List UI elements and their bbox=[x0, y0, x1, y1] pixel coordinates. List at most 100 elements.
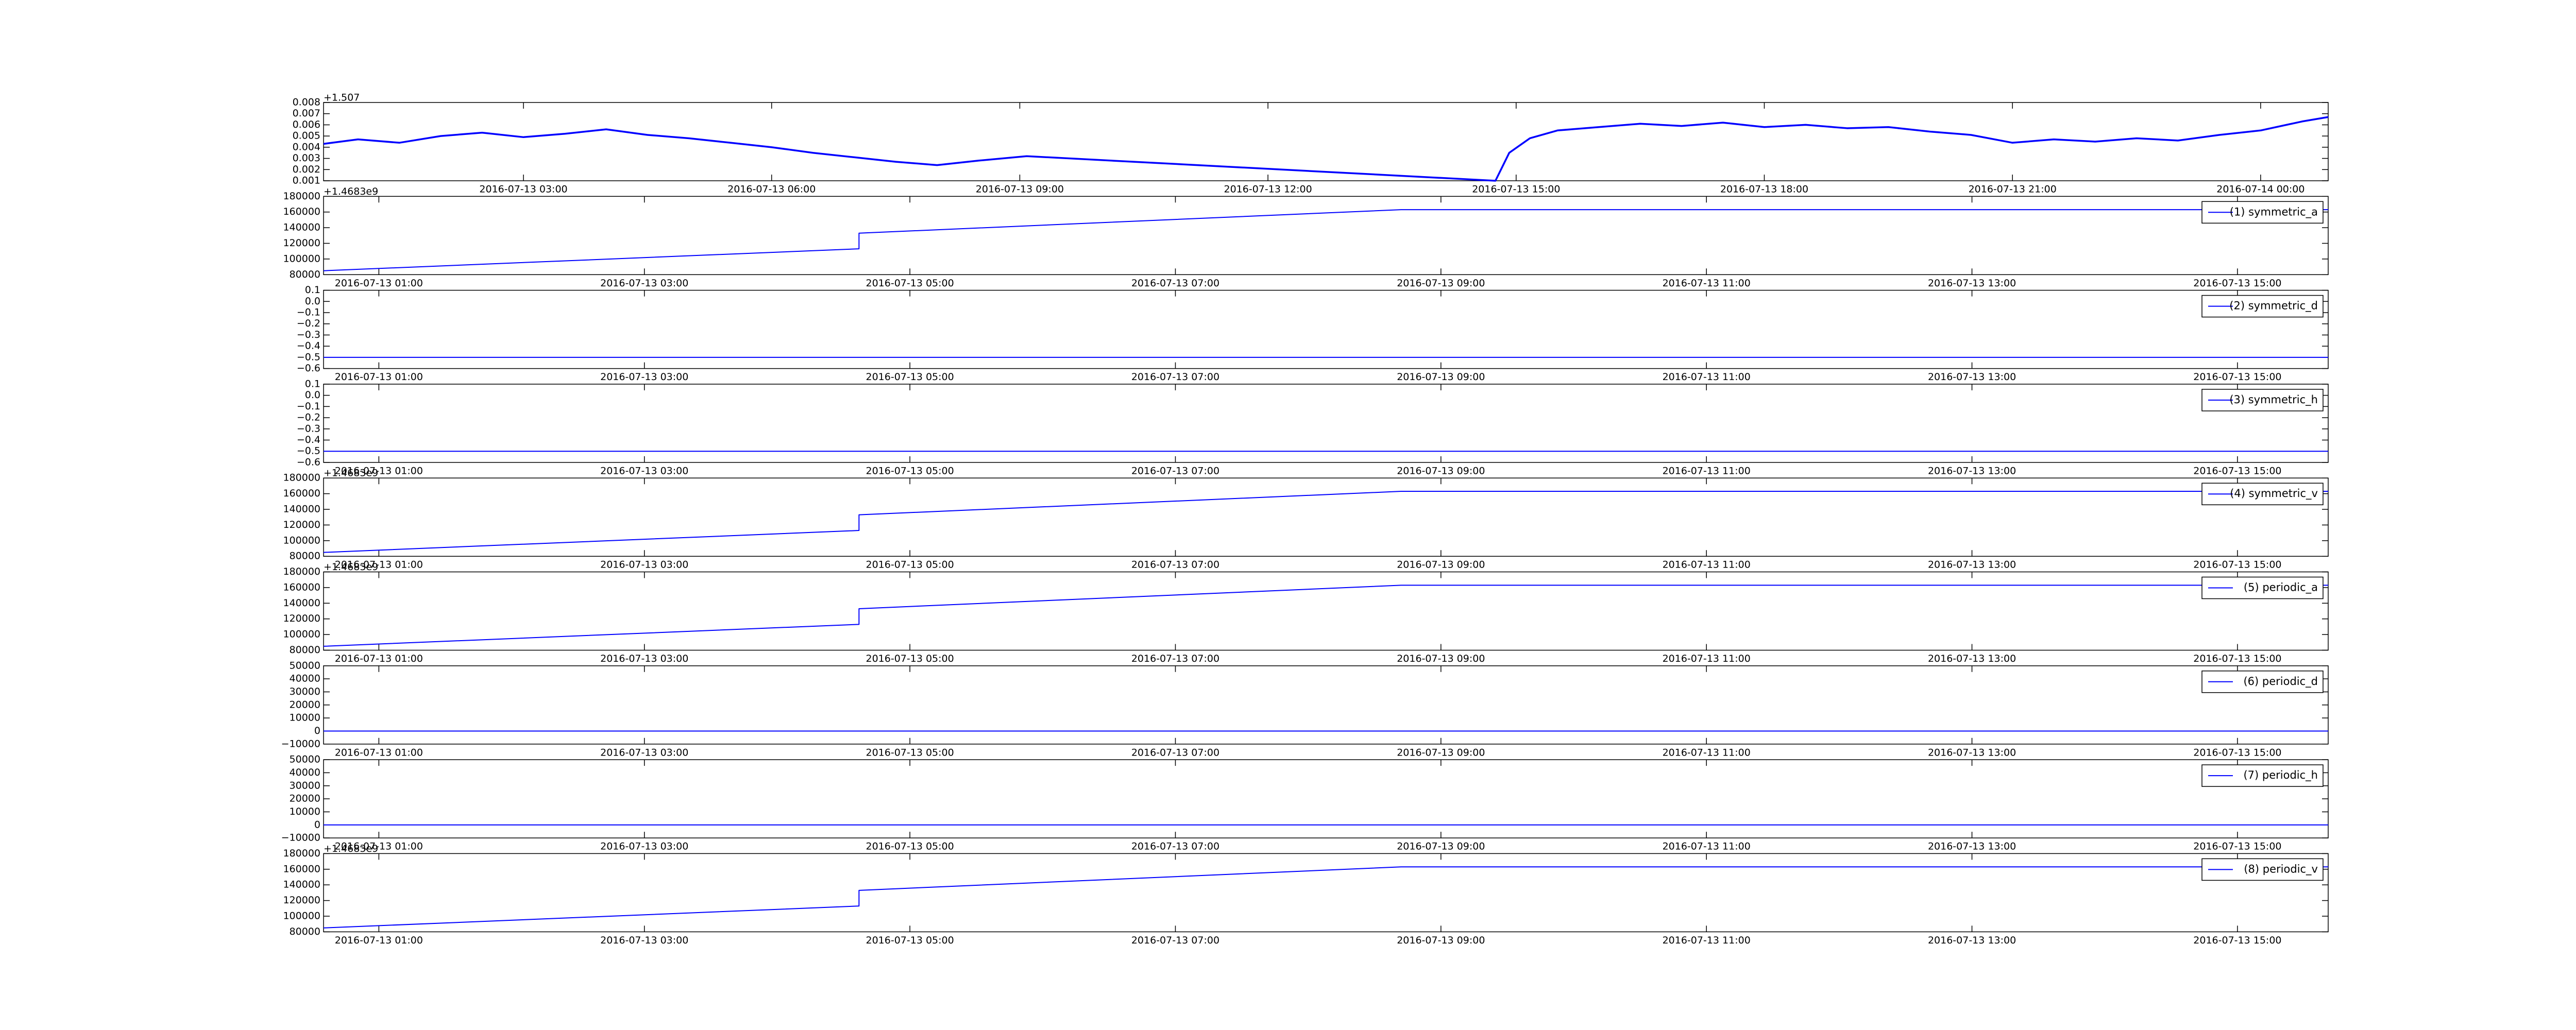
x-tick-label: 2016-07-13 18:00 bbox=[1720, 184, 1808, 195]
y-tick-label: −0.6 bbox=[297, 456, 320, 468]
y-tick-label: 0.0 bbox=[305, 296, 320, 307]
x-tick-label: 2016-07-13 05:00 bbox=[866, 465, 954, 476]
y-tick-label: 140000 bbox=[283, 222, 320, 233]
x-tick-label: 2016-07-13 11:00 bbox=[1663, 559, 1751, 571]
x-tick-label: 2016-07-13 05:00 bbox=[866, 747, 954, 758]
x-tick-label: 2016-07-13 13:00 bbox=[1928, 559, 2016, 571]
y-tick-label: 80000 bbox=[290, 269, 320, 280]
axes-frame bbox=[323, 759, 2329, 838]
x-tick-label: 2016-07-13 09:00 bbox=[976, 184, 1064, 195]
x-tick-label: 2016-07-13 15:00 bbox=[2193, 371, 2281, 383]
x-tick-label: 2016-07-13 03:00 bbox=[600, 278, 688, 289]
y-tick-label: 50000 bbox=[290, 754, 320, 765]
y-tick-label: 180000 bbox=[283, 848, 320, 859]
y-tick-label: 0.006 bbox=[293, 119, 320, 130]
legend-label: (8) periodic_v bbox=[2244, 863, 2318, 876]
x-tick-label: 2016-07-13 01:00 bbox=[335, 935, 423, 946]
axes-frame bbox=[323, 196, 2329, 276]
x-tick-label: 2016-07-13 03:00 bbox=[600, 841, 688, 852]
x-tick-label: 2016-07-13 21:00 bbox=[1969, 184, 2057, 195]
data-line bbox=[323, 116, 2329, 182]
data-line bbox=[323, 491, 2328, 553]
axes-frame bbox=[323, 853, 2329, 933]
y-offset-label: +1.4683e9 bbox=[324, 186, 378, 197]
x-tick-label: 2016-07-13 11:00 bbox=[1663, 465, 1751, 476]
y-tick-label: 0 bbox=[314, 725, 320, 736]
legend-label: (4) symmetric_v bbox=[2230, 487, 2318, 500]
y-tick-label: 20000 bbox=[290, 793, 320, 804]
x-tick-label: 2016-07-13 03:00 bbox=[479, 184, 567, 195]
x-tick-label: 2016-07-14 00:00 bbox=[2216, 184, 2304, 195]
y-tick-label: 0.002 bbox=[293, 164, 320, 175]
y-tick-label: 0.004 bbox=[293, 141, 320, 152]
y-tick-label: 0.007 bbox=[293, 108, 320, 119]
y-tick-label: 100000 bbox=[283, 911, 320, 922]
x-tick-label: 2016-07-13 15:00 bbox=[2193, 935, 2281, 946]
y-tick-label: 50000 bbox=[290, 660, 320, 671]
y-tick-label: 30000 bbox=[290, 780, 320, 791]
y-tick-label: 120000 bbox=[283, 895, 320, 906]
x-tick-label: 2016-07-13 09:00 bbox=[1397, 465, 1485, 476]
x-tick-label: 2016-07-13 05:00 bbox=[866, 841, 954, 852]
y-tick-label: 80000 bbox=[290, 551, 320, 562]
y-tick-label: 30000 bbox=[290, 686, 320, 697]
axes-frame bbox=[323, 477, 2329, 557]
data-line bbox=[323, 866, 2328, 929]
x-tick-label: 2016-07-13 09:00 bbox=[1397, 653, 1485, 664]
x-tick-label: 2016-07-13 13:00 bbox=[1928, 278, 2016, 289]
x-tick-label: 2016-07-13 07:00 bbox=[1131, 465, 1219, 476]
legend-label: (2) symmetric_d bbox=[2229, 300, 2318, 313]
y-tick-label: −0.2 bbox=[297, 318, 320, 329]
y-tick-label: −0.5 bbox=[297, 351, 320, 363]
y-tick-label: −0.5 bbox=[297, 445, 320, 457]
legend-label: (7) periodic_h bbox=[2243, 769, 2318, 782]
x-tick-label: 2016-07-13 03:00 bbox=[600, 465, 688, 476]
y-tick-label: 40000 bbox=[290, 767, 320, 778]
x-tick-label: 2016-07-13 13:00 bbox=[1928, 747, 2016, 758]
x-tick-label: 2016-07-13 07:00 bbox=[1131, 278, 1219, 289]
y-tick-label: 0.1 bbox=[305, 284, 320, 296]
y-tick-label: −0.4 bbox=[297, 434, 320, 445]
axes-frame bbox=[323, 571, 2329, 651]
x-tick-label: 2016-07-13 09:00 bbox=[1397, 278, 1485, 289]
x-tick-label: 2016-07-13 15:00 bbox=[2193, 841, 2281, 852]
y-offset-label: +1.507 bbox=[324, 92, 360, 104]
y-tick-label: −0.3 bbox=[297, 329, 320, 340]
x-tick-label: 2016-07-13 07:00 bbox=[1131, 653, 1219, 664]
y-tick-label: −10000 bbox=[281, 832, 320, 844]
y-tick-label: −0.2 bbox=[297, 412, 320, 423]
y-tick-label: 120000 bbox=[283, 237, 320, 249]
x-tick-label: 2016-07-13 15:00 bbox=[2193, 278, 2281, 289]
y-tick-label: 160000 bbox=[283, 488, 320, 499]
axes-frame bbox=[323, 102, 2329, 181]
y-tick-label: 180000 bbox=[283, 566, 320, 577]
x-tick-label: 2016-07-13 05:00 bbox=[866, 278, 954, 289]
y-offset-label: +1.4683e9 bbox=[324, 561, 378, 573]
y-tick-label: 180000 bbox=[283, 191, 320, 202]
y-tick-label: −0.3 bbox=[297, 423, 320, 434]
y-tick-label: 0.001 bbox=[293, 175, 320, 186]
x-tick-label: 2016-07-13 15:00 bbox=[2193, 559, 2281, 571]
x-tick-label: 2016-07-13 11:00 bbox=[1663, 747, 1751, 758]
legend-label: (6) periodic_d bbox=[2243, 675, 2318, 688]
x-tick-label: 2016-07-13 01:00 bbox=[335, 747, 423, 758]
x-tick-label: 2016-07-13 05:00 bbox=[866, 371, 954, 383]
x-tick-label: 2016-07-13 13:00 bbox=[1928, 371, 2016, 383]
y-tick-label: 180000 bbox=[283, 472, 320, 484]
y-tick-label: 100000 bbox=[283, 629, 320, 640]
data-line bbox=[323, 585, 2328, 647]
x-tick-label: 2016-07-13 01:00 bbox=[335, 841, 423, 852]
x-tick-label: 2016-07-13 05:00 bbox=[866, 935, 954, 946]
axes-frame bbox=[323, 665, 2329, 745]
legend-label: (1) symmetric_a bbox=[2230, 205, 2318, 218]
y-tick-label: 80000 bbox=[290, 644, 320, 656]
y-tick-label: 100000 bbox=[283, 535, 320, 546]
x-tick-label: 2016-07-13 09:00 bbox=[1397, 747, 1485, 758]
y-tick-label: 140000 bbox=[283, 504, 320, 515]
y-tick-label: 80000 bbox=[290, 926, 320, 937]
x-tick-label: 2016-07-13 11:00 bbox=[1663, 935, 1751, 946]
x-tick-label: 2016-07-13 05:00 bbox=[866, 559, 954, 571]
x-tick-label: 2016-07-13 12:00 bbox=[1224, 184, 1312, 195]
